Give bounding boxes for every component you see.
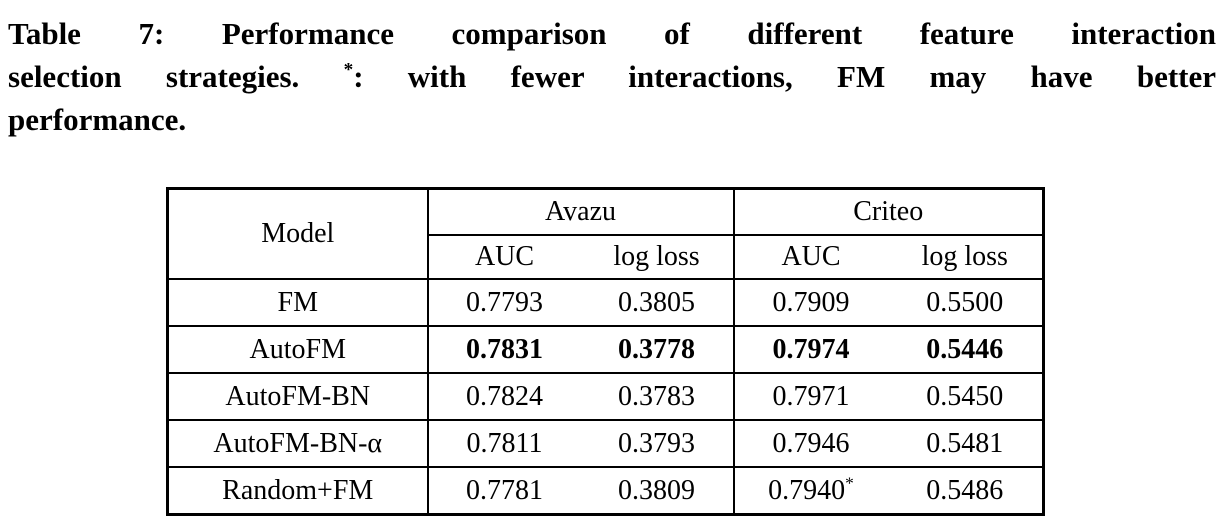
model-name-cell: FM [277, 286, 318, 318]
value-cell-criteo-auc: 0.7971 [732, 373, 888, 420]
table-caption: Table 7: Performance comparison of diffe… [8, 12, 1216, 141]
value-cell-criteo-auc: 0.7946 [732, 420, 888, 467]
caption-text: Table 7: Performance comparison of diffe… [8, 16, 1216, 51]
caption-text: : with fewer interactions, FM may have b… [353, 59, 1216, 94]
results-table: Model Avazu Criteo AUC log loss AUC log … [166, 187, 1045, 516]
superscript-asterisk: * [845, 473, 854, 493]
col-group-criteo: Criteo [732, 188, 1044, 236]
col-header-model: Model [167, 188, 429, 280]
value-text: 0.7940 [768, 474, 846, 506]
table-row-autofm-bn-alpha: AutoFM-BN-α 0.7811 0.3793 0.7946 0.5481 [167, 420, 1044, 467]
value-cell-criteo-logloss: 0.5446 [926, 333, 1004, 365]
value-cell-avazu-auc: 0.7793 [426, 279, 581, 326]
header-row-metrics: AUC log loss AUC log loss [168, 235, 1044, 280]
value-cell-avazu-logloss: 0.3809 [618, 474, 695, 506]
value-cell-avazu-logloss: 0.3805 [618, 286, 695, 318]
value-cell-criteo-logloss: 0.5486 [926, 474, 1004, 506]
value-cell-avazu-auc: 0.7824 [426, 373, 581, 420]
value-cell-avazu-auc: 0.7811 [426, 420, 581, 467]
col-group-avazu: Avazu [426, 188, 734, 236]
header-row-groups: Model Avazu Criteo [167, 188, 1044, 280]
value-cell-criteo-logloss: 0.5481 [926, 427, 1004, 459]
table-row-random-fm: Random+FM 0.7781 0.3809 0.7940* 0.5486 [167, 467, 1044, 515]
superscript-asterisk: * [343, 59, 354, 81]
table-row-autofm: AutoFM 0.7831 0.3778 0.7974 0.5446 [167, 326, 1044, 373]
value-cell-avazu-logloss: 0.3783 [618, 380, 695, 412]
caption-line-1: Table 7: Performance comparison of diffe… [8, 12, 1216, 55]
value-cell-criteo-logloss: 0.5450 [926, 380, 1004, 412]
model-name-cell: AutoFM-BN [225, 380, 371, 412]
caption-text: performance. [8, 102, 187, 137]
table-row-autofm-bn: AutoFM-BN 0.7824 0.3783 0.7971 0.5450 [167, 373, 1044, 420]
model-name-cell: AutoFM [249, 333, 346, 365]
caption-line-3: performance. [8, 98, 1216, 141]
caption-line-2: selection strategies. *: with fewer inte… [8, 55, 1216, 98]
col-header-criteo-auc: AUC [732, 235, 888, 280]
caption-text: selection strategies. [8, 59, 344, 94]
col-header-avazu-logloss: log loss [580, 235, 734, 280]
value-cell-avazu-logloss: 0.3793 [618, 427, 695, 459]
value-cell-criteo-auc: 0.7974 [732, 326, 888, 373]
col-header-avazu-auc: AUC [426, 235, 581, 280]
value-cell-criteo-auc: 0.7940* [732, 467, 888, 515]
value-cell-avazu-logloss: 0.3778 [618, 333, 695, 365]
model-name-cell: Random+FM [222, 474, 374, 506]
value-cell-criteo-auc: 0.7909 [732, 279, 888, 326]
value-cell-avazu-auc: 0.7781 [426, 467, 581, 515]
value-cell-criteo-logloss: 0.5500 [926, 286, 1004, 318]
value-cell-avazu-auc: 0.7831 [426, 326, 581, 373]
model-name-cell: AutoFM-BN-α [213, 427, 383, 459]
table-row-fm: FM 0.7793 0.3805 0.7909 0.5500 [167, 279, 1044, 326]
col-header-criteo-logloss: log loss [887, 235, 1044, 280]
